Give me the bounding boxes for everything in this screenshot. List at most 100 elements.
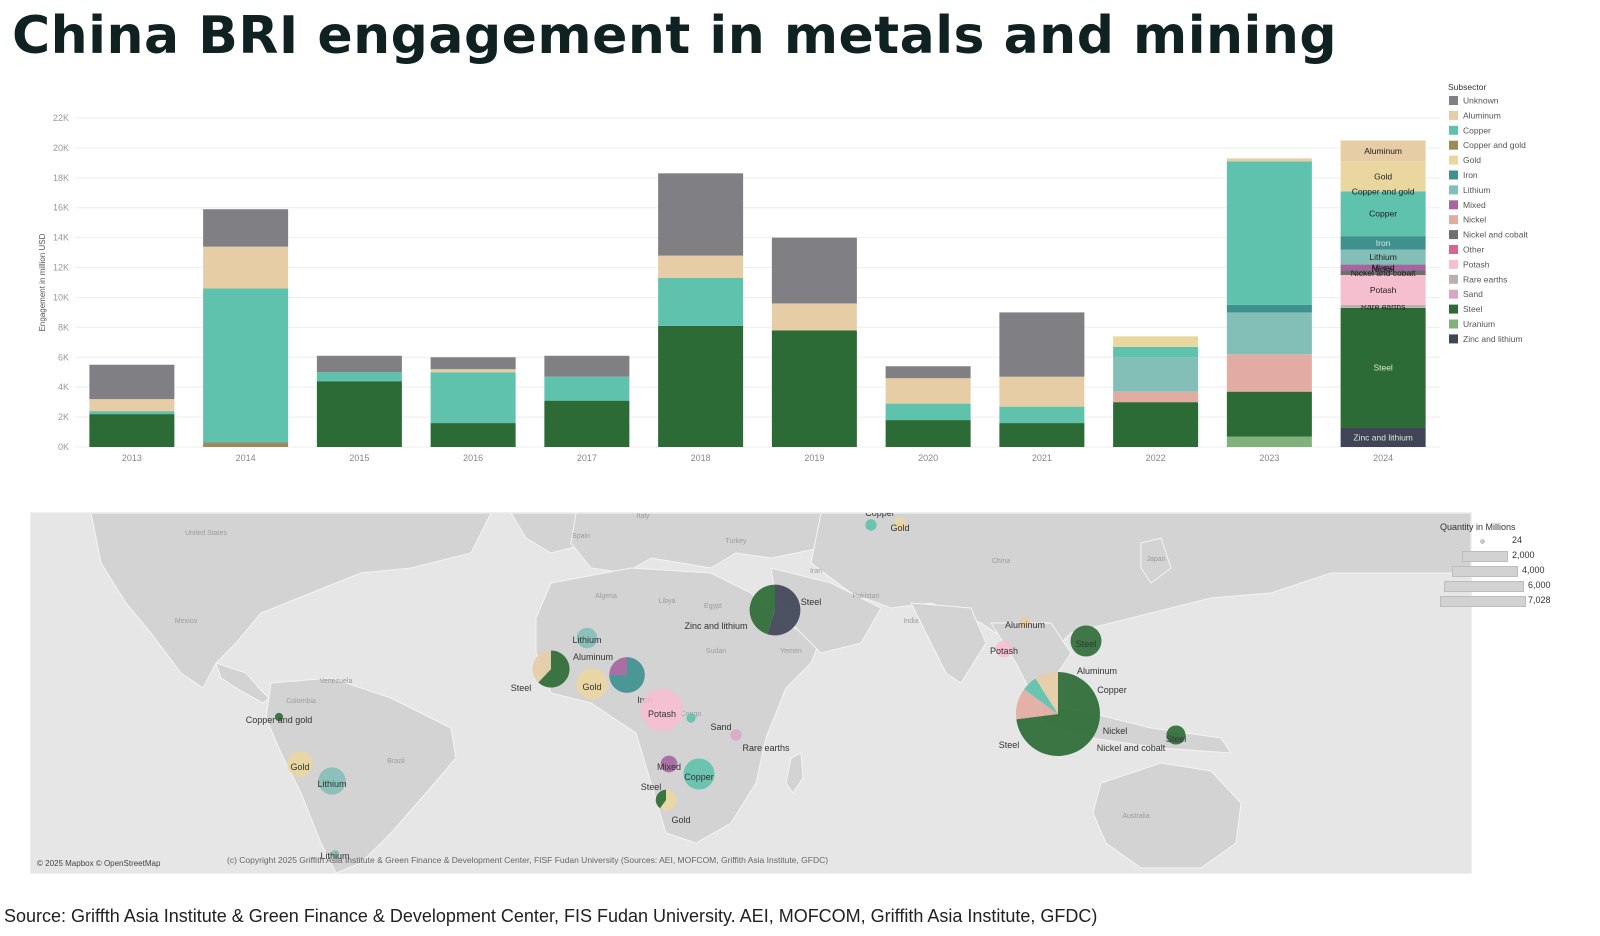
bubble-label: Sand	[710, 722, 731, 732]
bar-segment-unknown-2013	[89, 364, 175, 400]
map-bubble-lithium[interactable]	[576, 627, 598, 649]
map-bubble-gold[interactable]	[655, 789, 677, 811]
landmasses	[90, 513, 1471, 873]
country-label: Venezuela	[320, 678, 353, 685]
bar-segment-label: Nickel and cobalt	[1351, 268, 1416, 278]
bar-segment-label: Zinc and lithium	[1353, 432, 1413, 442]
bar-segment-lithium-2024	[1340, 249, 1426, 265]
map-bubble-gold[interactable]	[287, 751, 313, 777]
size-legend-swatch	[1440, 596, 1526, 607]
bar-segment-aluminum-2023	[1226, 158, 1312, 162]
map-bubble-potash[interactable]	[995, 640, 1013, 658]
bubble-label: Lithium	[317, 779, 346, 789]
legend-swatch-other	[1449, 245, 1458, 254]
legend-label: Unknown	[1463, 96, 1499, 106]
bubble-label: Copper	[865, 513, 895, 518]
bar-segment-unknown-2021	[999, 312, 1085, 377]
map-bubble-copper[interactable]	[683, 758, 715, 790]
bubble-label: Potash	[990, 646, 1018, 656]
bubble-label: Gold	[890, 523, 909, 533]
map-bubble-gold[interactable]	[893, 517, 907, 531]
bar-segment-steel-2018	[658, 325, 744, 447]
country-label: United States	[185, 530, 228, 537]
bubble-slice-steel	[274, 712, 284, 722]
bar-segment-zinc-and-lithium-2024	[1340, 427, 1426, 447]
map-bubble-steel[interactable]	[1070, 625, 1102, 657]
bubble-slice-steel	[1016, 672, 1100, 756]
bar-segment-nickel-2023	[1226, 354, 1312, 392]
bubble-label: Copper	[1097, 685, 1127, 695]
map-bubble-copper-and-gold[interactable]	[274, 712, 284, 722]
x-tick-label: 2023	[1259, 453, 1279, 463]
bubble-label: Zinc and lithium	[684, 621, 747, 631]
map-bubble-steel[interactable]	[1016, 672, 1100, 756]
country-label: Pakistan	[853, 593, 880, 600]
bar-segment-label: Steel	[1373, 363, 1392, 373]
bar-segment-aluminum-2014	[203, 246, 289, 289]
legend-swatch-potash	[1449, 259, 1458, 269]
size-legend-swatch	[1480, 539, 1485, 544]
map-bubble-steel[interactable]	[1166, 725, 1186, 745]
x-tick-label: 2019	[804, 453, 824, 463]
legend-label: Lithium	[1463, 185, 1490, 195]
map-bubble-steel[interactable]	[749, 584, 801, 636]
map-bubble-steel[interactable]	[532, 650, 570, 688]
legend-swatch-sand	[1449, 289, 1458, 299]
bar-segment-label: Copper	[1369, 209, 1397, 219]
legend-swatch-aluminum	[1449, 110, 1458, 120]
y-axis-label: Engagement in million USD	[38, 233, 47, 331]
y-tick-label: 22K	[53, 113, 69, 123]
map-bubble-sand[interactable]	[686, 713, 696, 723]
map-bubble-copper[interactable]	[865, 519, 877, 531]
bar-segment-aluminum-2019	[771, 303, 857, 331]
bar-segment-steel-2023	[1226, 391, 1312, 437]
bubble-map[interactable]: United States Mexico Venezuela Colombia Braz…	[30, 512, 1472, 874]
map-bubble-lithium[interactable]	[330, 849, 340, 859]
bar-segment-gold-2024	[1340, 161, 1426, 192]
bubble-slice-lithium	[330, 849, 340, 859]
map-bubble-mixed[interactable]	[660, 755, 678, 773]
legend-label: Zinc and lithium	[1463, 334, 1523, 344]
x-tick-label: 2017	[577, 453, 597, 463]
bubble-label: Steel	[641, 782, 662, 792]
size-legend-value: 6,000	[1528, 580, 1551, 590]
legend-swatch-uranium	[1449, 319, 1458, 329]
size-legend-row: 6,000	[1440, 579, 1590, 593]
bar-segment-unknown-2019	[771, 237, 857, 304]
map-bubble-rare-earths[interactable]	[730, 729, 742, 741]
legend-swatch-steel	[1449, 304, 1458, 314]
map-canvas[interactable]: United States Mexico Venezuela Colombia Braz…	[31, 513, 1471, 873]
size-legend-row: 24	[1440, 534, 1590, 548]
legend-label: Potash	[1463, 259, 1490, 269]
bubble-slice-nickel	[1016, 689, 1058, 720]
x-tick-label: 2024	[1373, 453, 1393, 463]
bubble-slice-aluminum	[532, 650, 551, 683]
bubble-slice-aluminum	[1019, 616, 1031, 628]
x-tick-label: 2014	[236, 453, 256, 463]
south-america-shape	[265, 677, 457, 873]
map-bubble-iron[interactable]	[609, 657, 645, 693]
bubble-label: Copper	[684, 772, 714, 782]
bar-segment-label: Mixed	[1372, 263, 1395, 273]
bar-segment-aluminum-2016	[430, 369, 516, 373]
bar-segment-copper-2020	[885, 403, 971, 421]
map-bubble-aluminum[interactable]	[1019, 616, 1031, 628]
y-tick-label: 10K	[53, 292, 69, 302]
legend-swatch-copper	[1449, 125, 1458, 135]
size-legend-swatch	[1462, 551, 1508, 562]
map-bubble-potash[interactable]	[640, 688, 684, 732]
y-tick-label: 12K	[53, 263, 69, 273]
map-bubble-gold[interactable]	[576, 668, 608, 700]
bar-segment-copper-2016	[430, 372, 516, 424]
bubble-layer[interactable]: Copper Gold Steel Zinc and lithium Aluminum P…	[246, 513, 1187, 861]
bubble-label: Rare earths	[742, 743, 790, 753]
size-legend-swatch	[1452, 566, 1518, 577]
bubble-slice-potash	[640, 688, 684, 732]
bubble-label: Steel	[1166, 734, 1187, 744]
map-attribution[interactable]: © 2025 Mapbox © OpenStreetMap	[37, 859, 161, 868]
map-bubble-lithium[interactable]	[318, 767, 346, 795]
bubble-slice-mixed	[609, 657, 627, 675]
legend-swatch-rare-earths	[1449, 274, 1458, 284]
bar-segment-copper-2017	[544, 376, 630, 401]
bubble-slice-steel	[538, 650, 570, 688]
